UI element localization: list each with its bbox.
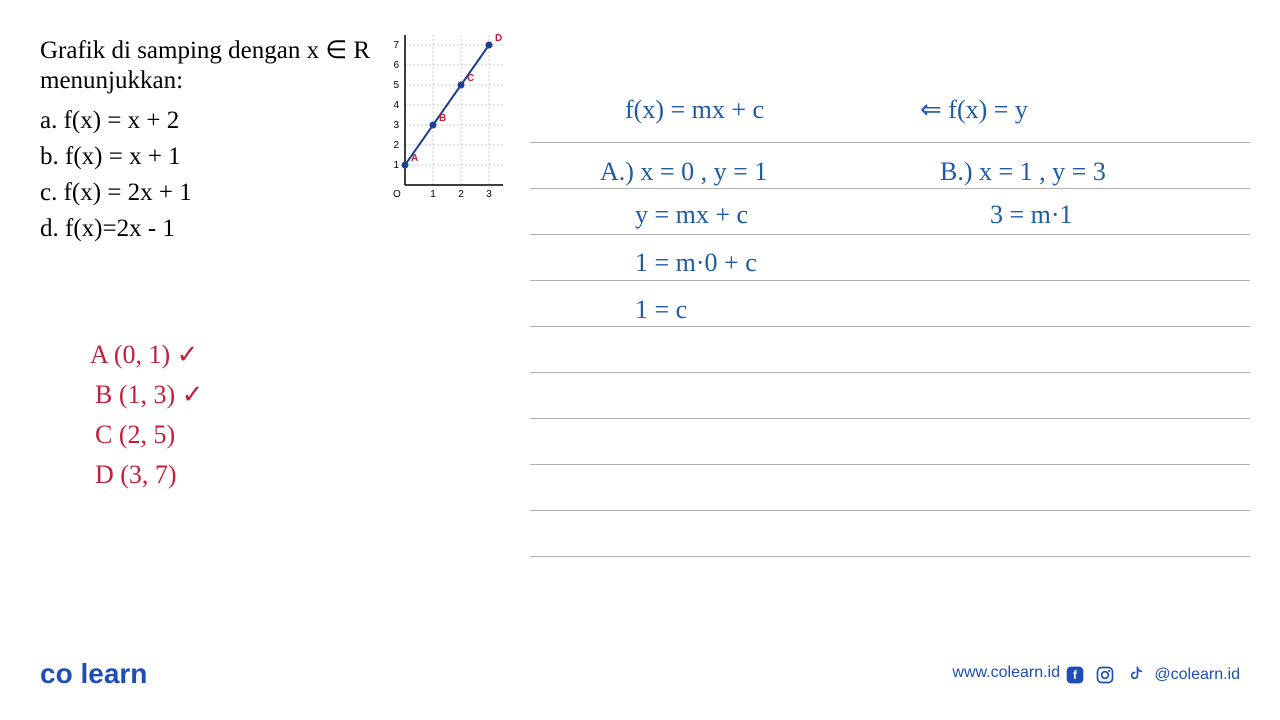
hand-blue-A-head: A.) x = 0 , y = 1: [600, 157, 767, 187]
hand-red-A: A (0, 1) ✓: [90, 340, 198, 370]
footer-url: www.colearn.id: [952, 664, 1060, 682]
svg-text:1: 1: [430, 189, 436, 200]
hand-blue-eq1: f(x) = mx + c: [625, 95, 764, 125]
hand-red-B: B (1, 3) ✓: [95, 380, 203, 410]
line-chart: 1 2 3 4 5 6 7 1 2 3 O A B C D: [380, 30, 515, 200]
facebook-icon: f: [1064, 664, 1086, 686]
footer: co learn www.colearn.id f @colearn.id: [0, 650, 1280, 690]
logo-learn: learn: [80, 658, 147, 689]
svg-text:C: C: [467, 73, 474, 84]
tiktok-icon: [1124, 664, 1146, 686]
svg-text:A: A: [411, 153, 418, 164]
svg-text:3: 3: [393, 120, 399, 131]
hand-blue-A2: 1 = m·0 + c: [635, 248, 757, 278]
hand-blue-A3: 1 = c: [635, 295, 687, 325]
svg-text:7: 7: [393, 40, 399, 51]
hand-blue-B1: 3 = m·1: [990, 200, 1073, 230]
svg-text:6: 6: [393, 60, 399, 71]
svg-text:2: 2: [458, 189, 464, 200]
logo-co: co: [40, 658, 73, 689]
instagram-icon: [1094, 664, 1116, 686]
svg-text:5: 5: [393, 80, 399, 91]
hand-blue-A1: y = mx + c: [635, 200, 748, 230]
svg-text:f: f: [1073, 669, 1077, 682]
hand-blue-eq1b: ⇐ f(x) = y: [920, 95, 1028, 125]
logo: co learn: [40, 658, 147, 690]
svg-text:4: 4: [393, 100, 399, 111]
svg-text:3: 3: [486, 189, 492, 200]
social-handle: @colearn.id: [1154, 666, 1240, 684]
social-block: f @colearn.id: [1064, 664, 1240, 686]
option-d: d. f(x)=2x - 1: [40, 215, 540, 243]
svg-text:B: B: [439, 113, 446, 124]
hand-blue-B-head: B.) x = 1 , y = 3: [940, 157, 1106, 187]
svg-text:1: 1: [393, 160, 399, 171]
svg-text:O: O: [393, 189, 401, 200]
svg-text:D: D: [495, 33, 502, 44]
hand-red-C: C (2, 5): [95, 420, 175, 450]
hand-red-D: D (3, 7): [95, 460, 177, 490]
svg-text:2: 2: [393, 140, 399, 151]
